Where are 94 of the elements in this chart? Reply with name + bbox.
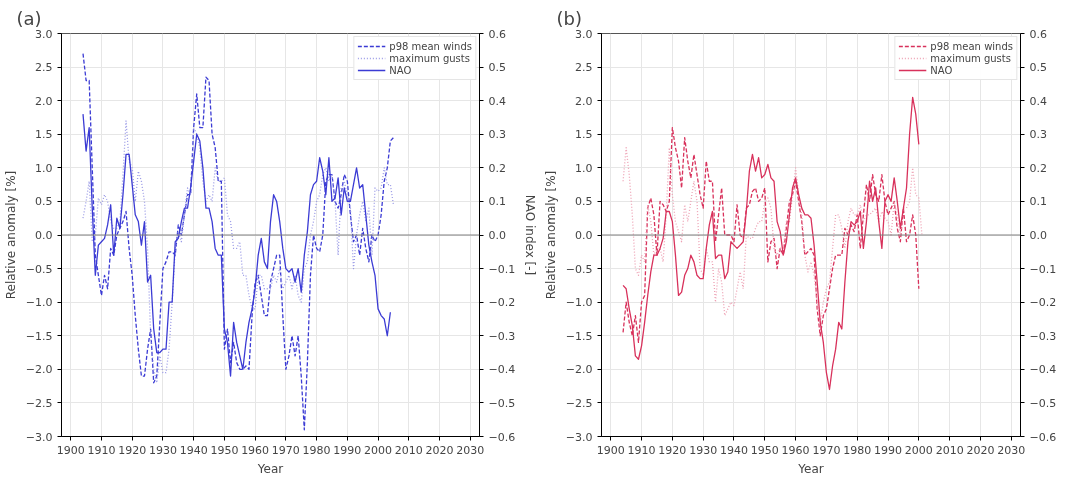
y2-tick-label: 0.5 — [488, 61, 506, 75]
y-axis-title: Relative anomaly [%] — [543, 170, 558, 300]
x-tick-label: 1970 — [812, 443, 841, 457]
x-tick-label: 1990 — [874, 443, 903, 457]
x-tick-label: 1920 — [118, 443, 147, 457]
y-tick-label: 3.0 — [575, 27, 593, 41]
y2-tick-label: −0.2 — [488, 296, 516, 310]
y-tick-label: 2.0 — [35, 94, 53, 108]
y-tick-label: 0.0 — [35, 229, 53, 242]
y2-tick-label: 0.1 — [488, 195, 506, 209]
y-tick-label: −2.5 — [25, 396, 53, 410]
x-tick-label: 1940 — [179, 443, 208, 457]
x-tick-label: 2010 — [394, 443, 423, 457]
x-tick-label: 2010 — [935, 443, 964, 457]
chart-title: (a) — [16, 7, 42, 29]
y-tick-label: −2.0 — [565, 363, 593, 377]
y-tick-label: −3.0 — [565, 430, 593, 444]
y2-tick-label: 0.4 — [1029, 94, 1047, 108]
legend-label: maximum gusts — [930, 52, 1011, 64]
y-tick-label: −2.0 — [25, 363, 53, 377]
y-tick-label: −1.0 — [25, 296, 53, 310]
x-tick-label: 1980 — [302, 443, 331, 457]
x-tick-label: 1900 — [56, 443, 85, 457]
y2-tick-label: −0.2 — [1029, 296, 1057, 310]
x-tick-label: 1910 — [87, 443, 116, 457]
y-tick-label: −0.5 — [565, 262, 593, 276]
x-tick-label: 1980 — [843, 443, 872, 457]
chart-title: (b) — [556, 7, 582, 29]
y2-tick-label: 0.3 — [1029, 128, 1047, 142]
y-tick-label: 3.0 — [35, 27, 53, 41]
y2-tick-label: 0.0 — [1029, 229, 1047, 242]
y-tick-label: −0.5 — [25, 262, 53, 276]
x-tick-label: 1920 — [658, 443, 687, 457]
legend-label: NAO — [930, 64, 953, 76]
y2-tick-label: 0.1 — [1029, 195, 1047, 209]
y2-tick-label: −0.6 — [488, 430, 516, 444]
x-tick-label: 2020 — [425, 443, 454, 457]
x-tick-label: 2000 — [364, 443, 393, 457]
y2-tick-label: −0.5 — [488, 396, 516, 410]
x-tick-label: 1950 — [750, 443, 779, 457]
y-tick-label: 1.5 — [575, 128, 593, 142]
x-tick-label: 1960 — [241, 443, 270, 457]
x-tick-label: 1970 — [271, 443, 300, 457]
x-tick-label: 1910 — [627, 443, 656, 457]
y2-tick-label: −0.5 — [1029, 396, 1057, 410]
y-tick-label: −1.5 — [25, 329, 53, 343]
x-axis-title: Year — [797, 461, 824, 476]
y-tick-label: −1.0 — [565, 296, 593, 310]
y2-tick-label: 0.6 — [1029, 27, 1047, 41]
legend-label: NAO — [389, 64, 412, 76]
legend-label: p98 mean winds — [389, 40, 472, 52]
y2-tick-label: −0.6 — [1029, 430, 1057, 444]
y-tick-label: 2.5 — [575, 61, 593, 75]
x-tick-label: 1900 — [596, 443, 625, 457]
y2-tick-label: 0.3 — [488, 128, 506, 142]
y2-tick-label: −0.4 — [488, 363, 516, 377]
x-tick-label: 2020 — [966, 443, 995, 457]
y-tick-label: −3.0 — [25, 430, 53, 444]
y-tick-label: 0.5 — [35, 195, 53, 209]
y-tick-label: −2.5 — [565, 396, 593, 410]
y-tick-label: 2.5 — [35, 61, 53, 75]
legend-label: maximum gusts — [389, 52, 470, 64]
y-tick-label: −1.5 — [565, 329, 593, 343]
y2-tick-label: 0.4 — [488, 94, 506, 108]
x-tick-label: 2000 — [904, 443, 933, 457]
y-tick-label: 0.5 — [575, 195, 593, 209]
y-tick-label: 2.0 — [575, 94, 593, 108]
y2-tick-label: −0.3 — [1029, 329, 1057, 343]
y2-tick-label: 0.2 — [1029, 161, 1047, 175]
x-tick-label: 1930 — [689, 443, 718, 457]
x-tick-label: 1990 — [333, 443, 362, 457]
x-tick-label: 1940 — [719, 443, 748, 457]
y-tick-label: 1.5 — [35, 128, 53, 142]
y2-tick-label: 0.2 — [488, 161, 506, 175]
y2-tick-label: −0.3 — [488, 329, 516, 343]
x-tick-label: 2030 — [997, 443, 1026, 457]
y2-tick-label: −0.1 — [1029, 262, 1057, 276]
y2-tick-label: −0.4 — [1029, 363, 1057, 377]
x-axis-title: Year — [256, 461, 284, 476]
y2-tick-label: 0.0 — [488, 229, 506, 242]
x-tick-label: 1930 — [148, 443, 177, 457]
legend-label: p98 mean winds — [930, 40, 1013, 52]
line-series — [622, 96, 920, 391]
y-tick-label: 0.0 — [575, 229, 593, 242]
y2-axis-title: NAO index [-] — [523, 194, 538, 276]
y-tick-label: 1.0 — [35, 161, 53, 175]
y2-tick-label: 0.6 — [488, 27, 506, 41]
x-tick-label: 1960 — [781, 443, 810, 457]
x-tick-label: 2030 — [456, 443, 485, 457]
y-tick-label: 1.0 — [575, 161, 593, 175]
y2-tick-label: −0.1 — [488, 262, 516, 276]
x-tick-label: 1950 — [210, 443, 239, 457]
y-axis-title: Relative anomaly [%] — [3, 170, 18, 300]
y2-tick-label: 0.5 — [1029, 61, 1047, 75]
